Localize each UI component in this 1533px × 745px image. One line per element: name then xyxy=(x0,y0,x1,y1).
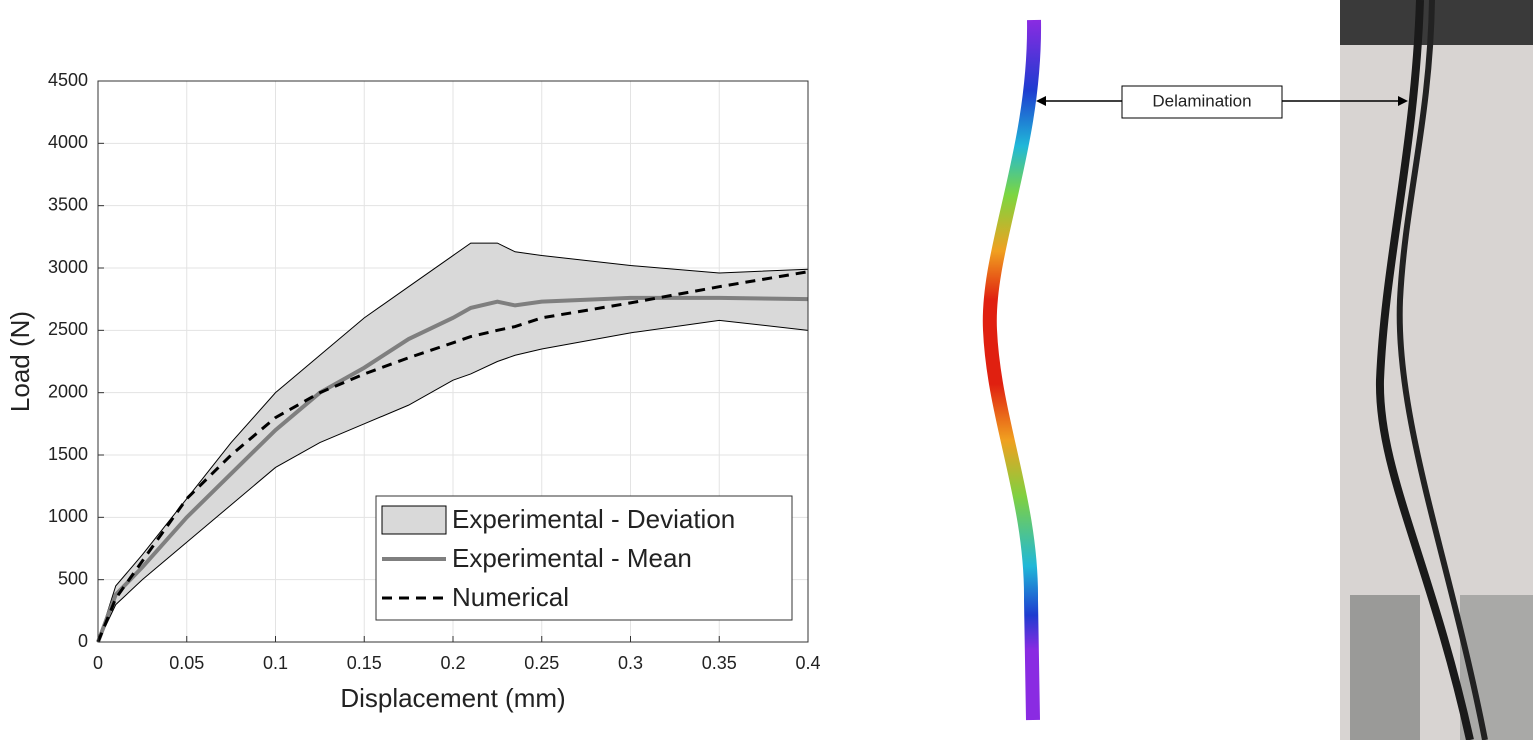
legend-label: Numerical xyxy=(452,582,569,612)
band-lower xyxy=(97,319,809,643)
y-tick-label: 2500 xyxy=(48,319,88,339)
x-tick-label: 0.3 xyxy=(618,653,643,673)
y-tick-label: 2000 xyxy=(48,381,88,401)
x-tick-label: 0.15 xyxy=(347,653,382,673)
photo xyxy=(1340,0,1533,741)
x-tick-label: 0.25 xyxy=(524,653,559,673)
y-axis-label: Load (N) xyxy=(5,311,35,412)
y-tick-label: 3000 xyxy=(48,257,88,277)
series-line xyxy=(96,295,809,643)
y-tick-label: 1000 xyxy=(48,506,88,526)
legend-swatch xyxy=(381,505,447,535)
x-axis-label: Displacement (mm) xyxy=(340,683,565,713)
x-tick-label: 0.35 xyxy=(702,653,737,673)
y-tick-label: 1500 xyxy=(48,444,88,464)
chart: 0 0.05 0.1 0.15 0.2 0.25 0.3 0.35 0.4 0 500 1000 150… xyxy=(5,70,821,713)
series-line xyxy=(96,270,809,643)
y-tick-label: 4500 xyxy=(48,70,88,90)
x-tick-label: 0.05 xyxy=(169,653,204,673)
y-tick-label: 3500 xyxy=(48,194,88,214)
legend-label: Experimental - Deviation xyxy=(452,504,735,534)
y-tick-label: 4000 xyxy=(48,132,88,152)
x-tick-label: 0.2 xyxy=(440,653,465,673)
x-tick-label: 0 xyxy=(93,653,103,673)
x-tick-label: 0.4 xyxy=(795,653,820,673)
annotation: Delamination xyxy=(1036,85,1408,119)
plot-frame xyxy=(97,80,809,643)
y-tick-label: 0 xyxy=(78,631,88,651)
legend: Experimental - Deviation Experimental - M… xyxy=(375,495,793,621)
legend-label: Experimental - Mean xyxy=(452,543,692,573)
deformed-beam xyxy=(982,19,1042,721)
x-tick-label: 0.1 xyxy=(263,653,288,673)
y-tick-label: 500 xyxy=(58,568,88,588)
annotation-label: Delamination xyxy=(1152,91,1251,110)
